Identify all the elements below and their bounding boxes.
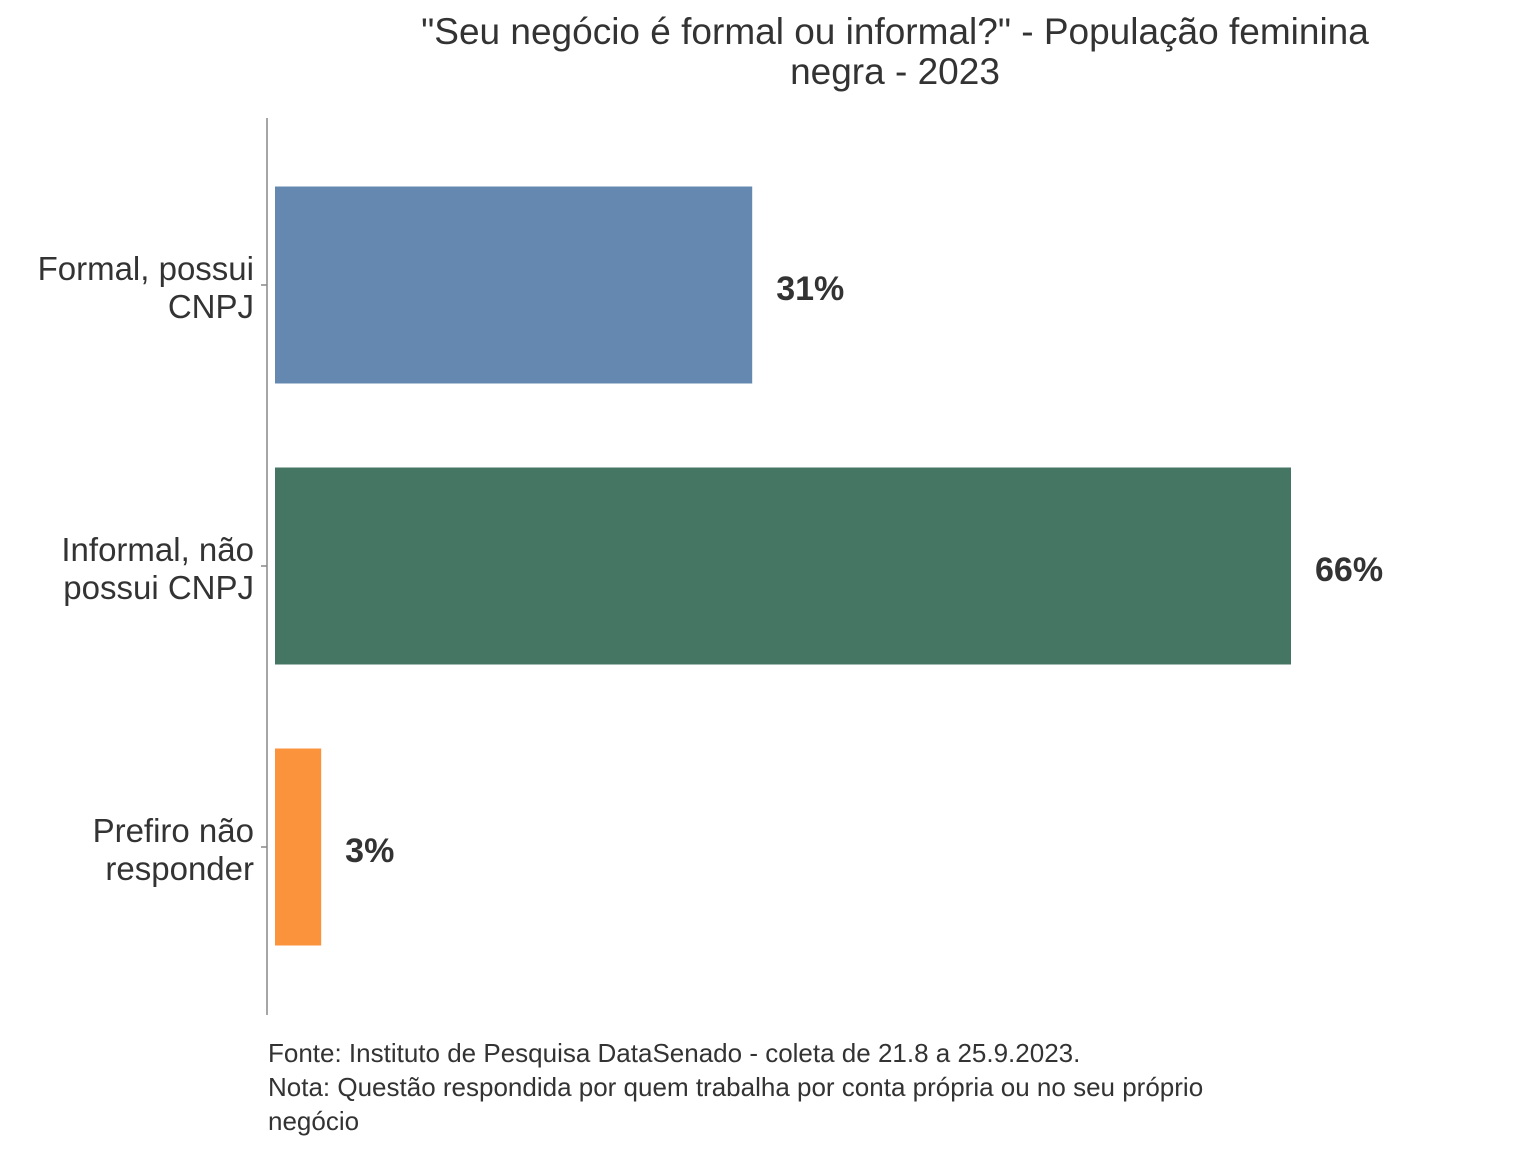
note-line-1: Nota: Questão respondida por quem trabal… — [268, 1072, 1204, 1102]
bar-3 — [275, 748, 322, 946]
category-label-1-line-1: Formal, possui — [38, 250, 254, 287]
bar-1 — [275, 186, 753, 384]
bar-2 — [275, 467, 1291, 665]
chart-title: "Seu negócio é formal ou informal?" - Po… — [270, 12, 1520, 92]
data-label-3: 3% — [345, 832, 394, 870]
category-label-2-line-2: possui CNPJ — [63, 569, 254, 606]
chart-title-line-1: "Seu negócio é formal ou informal?" - Po… — [421, 11, 1369, 52]
category-label-3-line-1: Prefiro não — [93, 812, 254, 849]
category-label-3-line-2: responder — [105, 850, 254, 887]
note-line-2: negócio — [268, 1106, 360, 1136]
category-label-2-line-1: Informal, não — [61, 531, 254, 568]
data-label-2: 66% — [1315, 551, 1383, 589]
source-note: Fonte: Instituto de Pesquisa DataSenado … — [268, 1038, 1081, 1068]
chart-caption: Fonte: Instituto de Pesquisa DataSenado … — [268, 1036, 1468, 1138]
data-label-1: 31% — [776, 270, 844, 308]
chart-title-line-2: negra - 2023 — [790, 51, 1000, 92]
category-label-1-line-2: CNPJ — [168, 288, 254, 325]
